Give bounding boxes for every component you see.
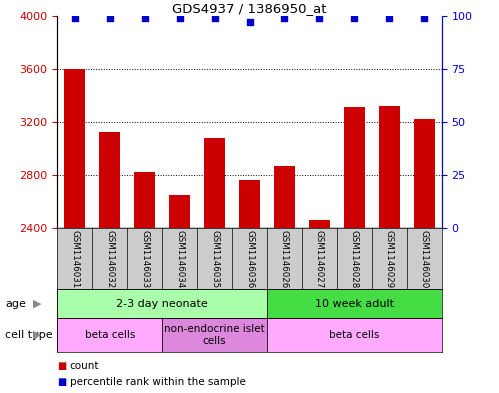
Text: GSM1146036: GSM1146036: [245, 230, 254, 288]
Bar: [309, 220, 330, 228]
Text: 10 week adult: 10 week adult: [315, 299, 394, 309]
Bar: [379, 106, 400, 228]
Text: GSM1146026: GSM1146026: [280, 230, 289, 288]
Text: 2-3 day neonate: 2-3 day neonate: [116, 299, 208, 309]
Text: ▶: ▶: [33, 299, 42, 309]
Text: percentile rank within the sample: percentile rank within the sample: [70, 377, 246, 387]
Text: GSM1146035: GSM1146035: [210, 230, 219, 288]
Point: [176, 15, 184, 21]
Bar: [414, 119, 435, 228]
Text: GSM1146029: GSM1146029: [385, 230, 394, 288]
Point: [350, 15, 358, 21]
Text: beta cells: beta cells: [85, 330, 135, 340]
Point: [385, 15, 393, 21]
Point: [280, 15, 288, 21]
Text: GSM1146030: GSM1146030: [420, 230, 429, 288]
Point: [246, 19, 253, 25]
Bar: [99, 132, 120, 228]
Point: [211, 15, 219, 21]
Bar: [169, 195, 190, 228]
Bar: [267, 318, 442, 352]
Bar: [274, 165, 295, 228]
Title: GDS4937 / 1386950_at: GDS4937 / 1386950_at: [172, 2, 327, 15]
Point: [141, 15, 149, 21]
Bar: [57, 318, 162, 352]
Text: GSM1146033: GSM1146033: [140, 230, 149, 288]
Point: [71, 15, 79, 21]
Text: ▶: ▶: [33, 330, 42, 340]
Bar: [344, 107, 365, 228]
Text: count: count: [70, 361, 99, 371]
Point: [420, 15, 428, 21]
Text: non-endocrine islet
cells: non-endocrine islet cells: [164, 324, 265, 346]
Text: cell type: cell type: [5, 330, 52, 340]
Text: beta cells: beta cells: [329, 330, 379, 340]
Text: GSM1146032: GSM1146032: [105, 230, 114, 288]
Bar: [64, 69, 85, 228]
Text: ■: ■: [57, 377, 67, 387]
Text: GSM1146034: GSM1146034: [175, 230, 184, 288]
Bar: [267, 289, 442, 318]
Bar: [162, 318, 267, 352]
Bar: [239, 180, 260, 228]
Text: age: age: [5, 299, 26, 309]
Text: GSM1146031: GSM1146031: [70, 230, 79, 288]
Text: GSM1146027: GSM1146027: [315, 230, 324, 288]
Text: ■: ■: [57, 361, 67, 371]
Point: [106, 15, 114, 21]
Bar: [134, 172, 155, 228]
Point: [315, 15, 323, 21]
Text: GSM1146028: GSM1146028: [350, 230, 359, 288]
Bar: [204, 138, 225, 228]
Bar: [57, 289, 267, 318]
